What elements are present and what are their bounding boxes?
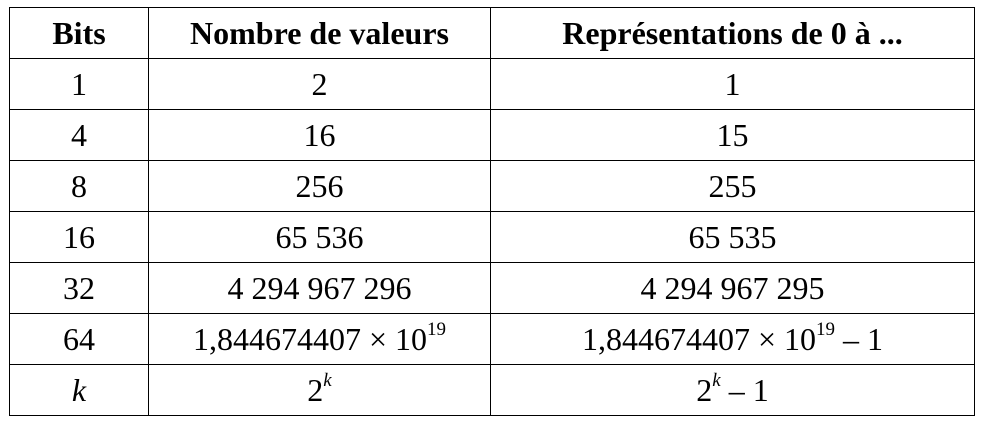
cell-values: 2 [148, 58, 491, 110]
cell-bits: 4 [9, 109, 149, 161]
table-row: 64 1,844674407 × 1019 1,844674407 × 1019… [9, 313, 975, 365]
table-row: 4 16 15 [9, 109, 975, 161]
cell-bits: 8 [9, 160, 149, 212]
cell-range: 65 535 [490, 211, 975, 263]
range-base: 2 [696, 371, 713, 408]
header-representations: Représentations de 0 à ... [490, 7, 975, 59]
header-bits: Bits [9, 7, 149, 59]
cell-bits: 64 [9, 313, 149, 365]
cell-bits: 16 [9, 211, 149, 263]
cell-bits: 32 [9, 262, 149, 314]
values-exponent: k [323, 370, 332, 391]
cell-values: 65 536 [148, 211, 491, 263]
table-row: 1 2 1 [9, 58, 975, 110]
cell-bits: 1 [9, 58, 149, 110]
cell-range: 255 [490, 160, 975, 212]
table-row: k 2k 2k – 1 [9, 364, 975, 416]
table-row: 8 256 255 [9, 160, 975, 212]
cell-values: 256 [148, 160, 491, 212]
bits-values-table: Bits Nombre de valeurs Représentations d… [9, 7, 975, 416]
values-mantissa: 1,844674407 × 10 [192, 320, 428, 357]
values-base: 2 [307, 371, 324, 408]
cell-values: 16 [148, 109, 491, 161]
range-mantissa: 1,844674407 × 10 [581, 320, 817, 357]
range-exponent: 19 [816, 319, 836, 340]
header-row: Bits Nombre de valeurs Représentations d… [9, 7, 975, 59]
cell-values: 1,844674407 × 1019 [148, 313, 491, 365]
range-suffix: – 1 [720, 371, 769, 408]
cell-range: 1,844674407 × 1019 – 1 [490, 313, 975, 365]
cell-range: 1 [490, 58, 975, 110]
cell-values: 2k [148, 364, 491, 416]
table-row: 16 65 536 65 535 [9, 211, 975, 263]
cell-bits: k [9, 364, 149, 416]
cell-range: 15 [490, 109, 975, 161]
cell-values: 4 294 967 296 [148, 262, 491, 314]
range-exponent: k [712, 370, 721, 391]
table-row: 32 4 294 967 296 4 294 967 295 [9, 262, 975, 314]
cell-range: 4 294 967 295 [490, 262, 975, 314]
range-suffix: – 1 [835, 320, 884, 357]
cell-range: 2k – 1 [490, 364, 975, 416]
values-exponent: 19 [427, 319, 447, 340]
header-nombre-de-valeurs: Nombre de valeurs [148, 7, 491, 59]
